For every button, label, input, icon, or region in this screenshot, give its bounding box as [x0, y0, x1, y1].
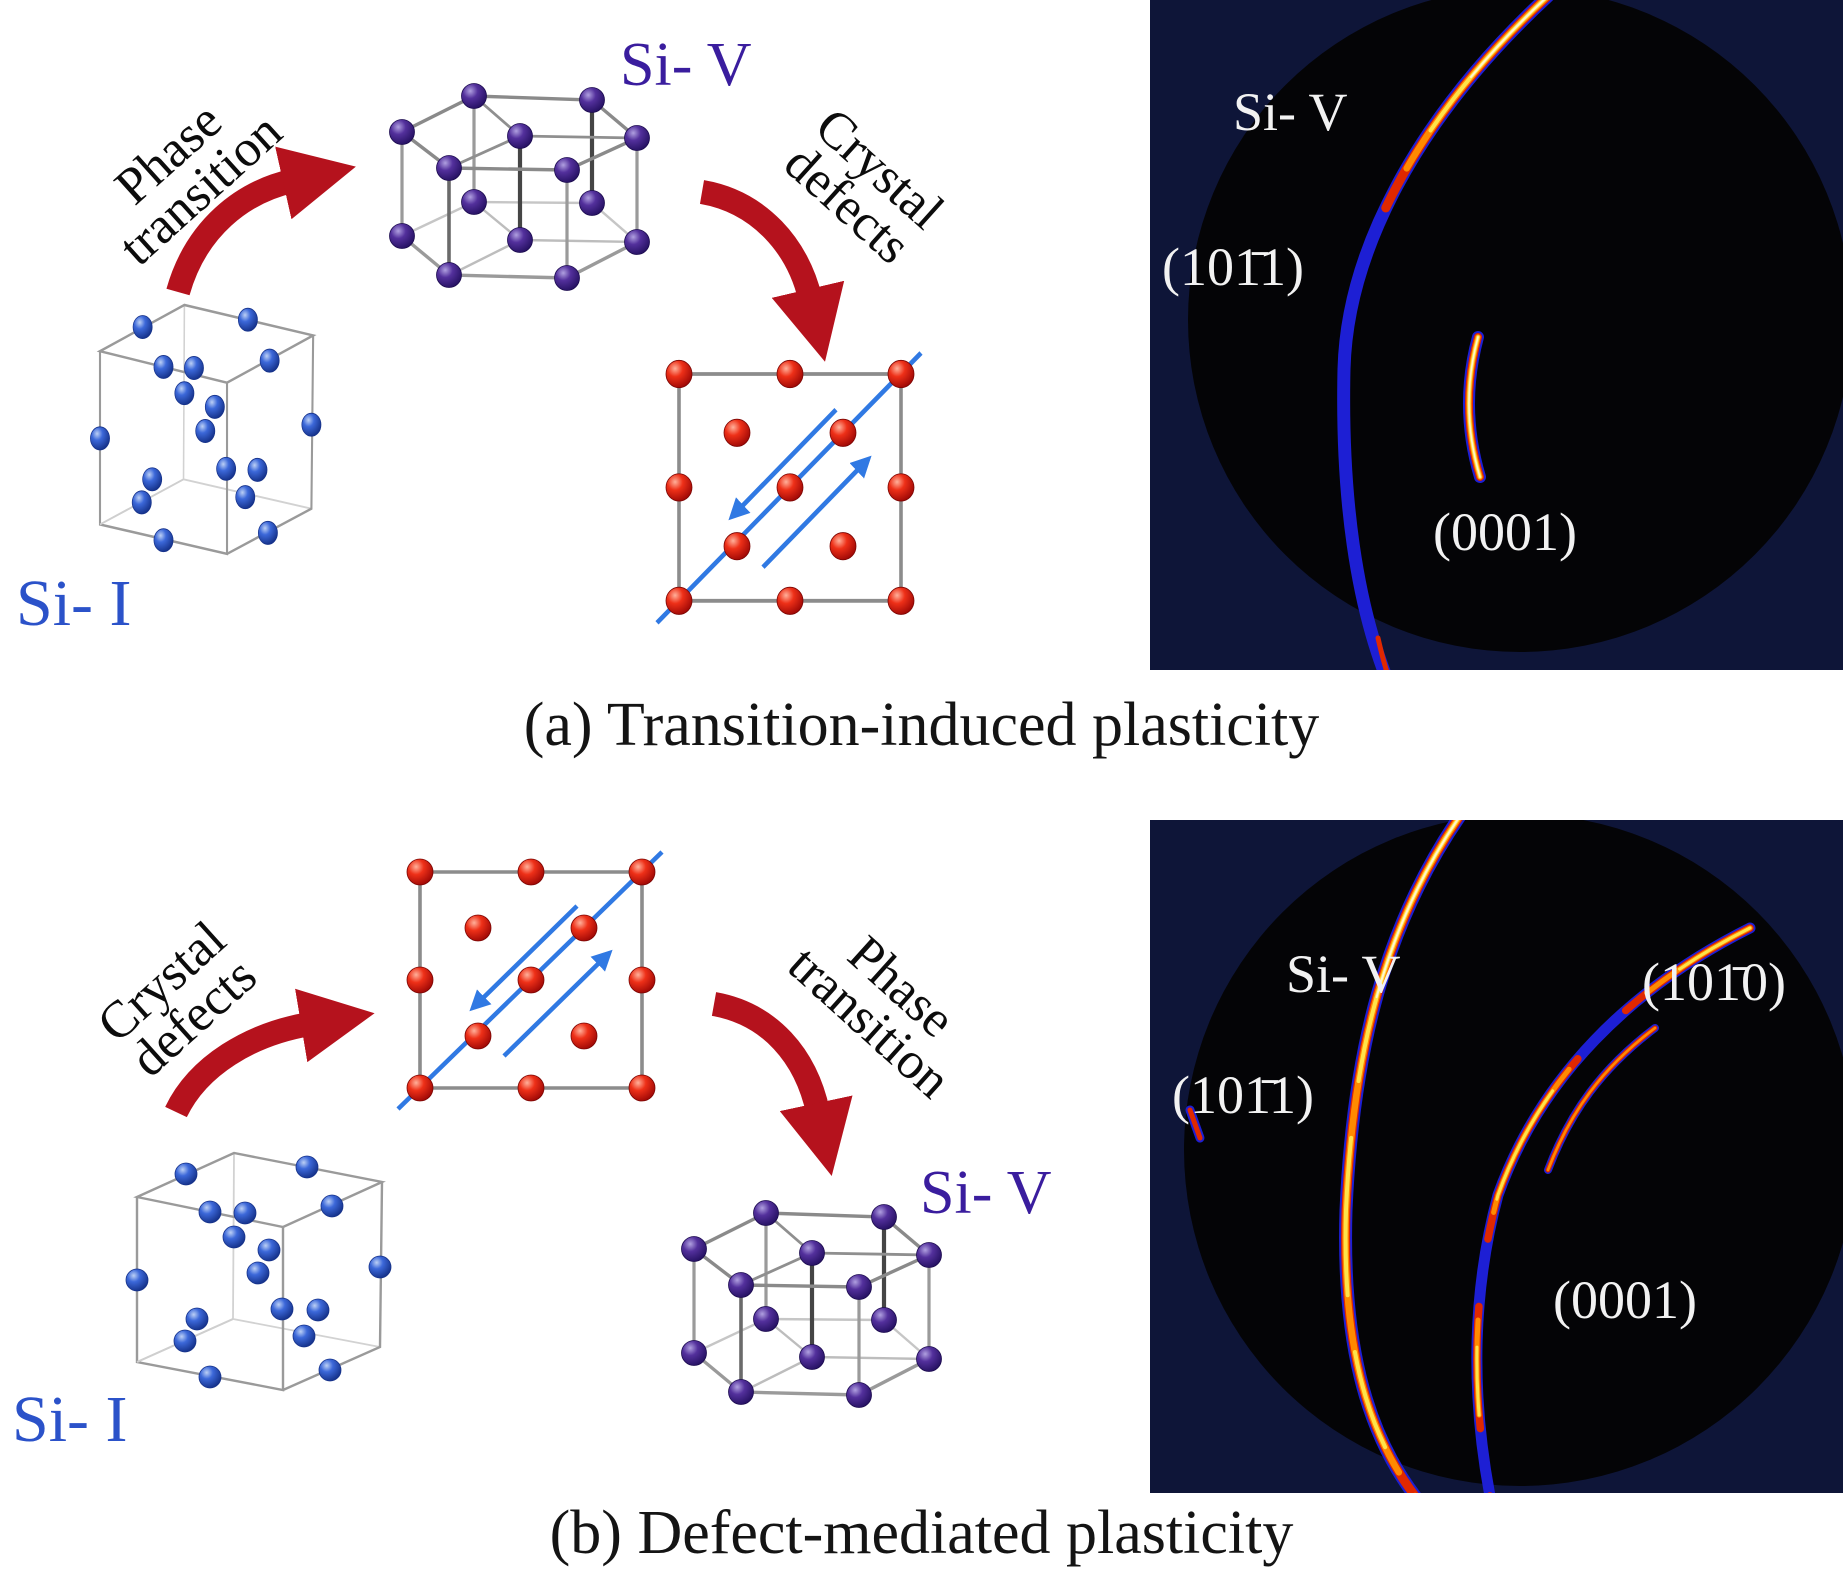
- pole-a-phase-label: Si- V: [1233, 82, 1348, 142]
- panel-b-illustrations: [124, 852, 942, 1408]
- si5-hexagonal-structure-a: [390, 84, 650, 291]
- sheared-lattice-a: [657, 353, 921, 623]
- si5-phase-label-a: Si- V: [620, 31, 752, 99]
- pole-b-plane-1010-label: (101̄0): [1642, 952, 1786, 1012]
- pole-b-phase-label: Si- V: [1286, 944, 1401, 1004]
- si1-cubic-structure-b: [124, 1151, 393, 1392]
- pole-b-plane-0001-label: (0001): [1553, 1270, 1697, 1330]
- pole-a-plane-1011-label: (101̄1): [1162, 237, 1304, 297]
- crystal-defects-arrow-b: [165, 988, 375, 1118]
- pole-b-plane-1011-label: (101̄1): [1172, 1065, 1314, 1125]
- caption-panel-a: (a) Transition-induced plasticity: [523, 691, 1320, 759]
- phase-transition-arrow-a: [166, 146, 356, 296]
- phase-transition-arrow-b: [711, 992, 853, 1177]
- pole-a-intensity-arcs: [1337, 0, 1554, 670]
- si1-phase-label-b: Si- I: [12, 1383, 128, 1456]
- si5-hexagonal-structure-b: [682, 1201, 942, 1408]
- si1-phase-label-a: Si- I: [16, 567, 132, 640]
- si1-cubic-structure-a: [89, 303, 323, 556]
- pole-figure-b: Si- V (101̄0) (101̄1) (0001): [1150, 820, 1843, 1493]
- pole-figure-a: Si- V (101̄1) (0001): [1150, 0, 1843, 670]
- sheared-lattice-b: [398, 852, 662, 1109]
- si5-phase-label-b: Si- V: [920, 1159, 1052, 1227]
- crystal-defects-arrow-a: [699, 180, 845, 362]
- pole-b-intensity-arcs: [1185, 820, 1756, 1493]
- panel-a-illustrations: [89, 84, 921, 623]
- pole-a-plane-0001-label: (0001): [1433, 502, 1577, 562]
- caption-panel-b: (b) Defect-mediated plasticity: [549, 1499, 1294, 1567]
